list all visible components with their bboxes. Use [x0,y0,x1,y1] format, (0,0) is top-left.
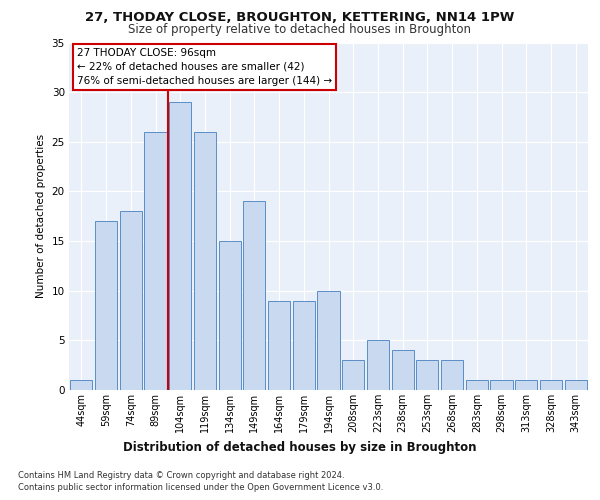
Bar [194,132,216,390]
Bar [416,360,439,390]
Text: Size of property relative to detached houses in Broughton: Size of property relative to detached ho… [128,22,472,36]
Text: Distribution of detached houses by size in Broughton: Distribution of detached houses by size … [123,441,477,454]
Y-axis label: Number of detached properties: Number of detached properties [36,134,46,298]
Bar [169,102,191,390]
Bar [490,380,512,390]
Bar [70,380,92,390]
Bar [218,241,241,390]
Bar [145,132,167,390]
Bar [515,380,538,390]
Bar [392,350,414,390]
Text: 27 THODAY CLOSE: 96sqm
← 22% of detached houses are smaller (42)
76% of semi-det: 27 THODAY CLOSE: 96sqm ← 22% of detached… [77,48,332,86]
Text: Contains public sector information licensed under the Open Government Licence v3: Contains public sector information licen… [18,482,383,492]
Bar [565,380,587,390]
Text: Contains HM Land Registry data © Crown copyright and database right 2024.: Contains HM Land Registry data © Crown c… [18,471,344,480]
Bar [441,360,463,390]
Bar [95,221,117,390]
Bar [540,380,562,390]
Bar [466,380,488,390]
Bar [293,300,315,390]
Bar [119,212,142,390]
Bar [268,300,290,390]
Bar [367,340,389,390]
Bar [317,290,340,390]
Bar [342,360,364,390]
Text: 27, THODAY CLOSE, BROUGHTON, KETTERING, NN14 1PW: 27, THODAY CLOSE, BROUGHTON, KETTERING, … [85,11,515,24]
Bar [243,202,265,390]
